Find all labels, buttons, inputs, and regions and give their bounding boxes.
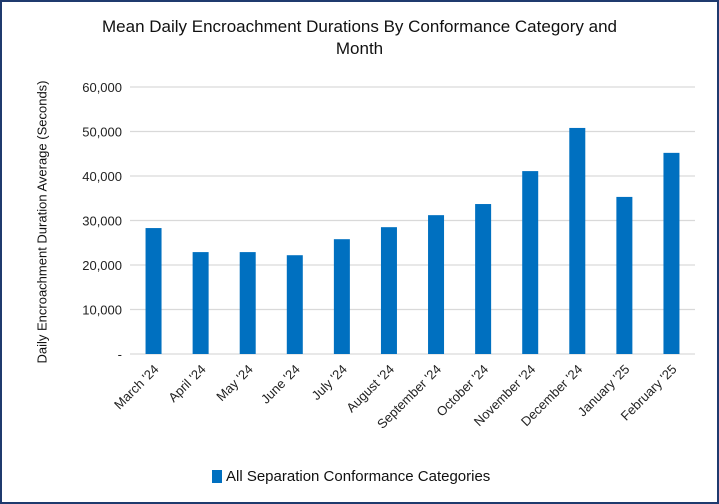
bar — [333, 239, 350, 354]
bar — [239, 252, 256, 354]
x-tick-label: June '24 — [258, 362, 303, 407]
chart-title-line-1: Mean Daily Encroachment Durations By Con… — [102, 17, 617, 36]
y-tick-label: - — [118, 347, 122, 362]
chart-title: Mean Daily Encroachment Durations By Con… — [2, 16, 717, 60]
legend-label: All Separation Conformance Categories — [226, 468, 491, 485]
legend: All Separation Conformance Categories — [212, 468, 490, 485]
bar — [663, 152, 680, 354]
y-tick-label: 30,000 — [82, 214, 122, 229]
x-tick-label: April '24 — [165, 362, 209, 406]
bar — [522, 171, 539, 354]
bar — [616, 196, 633, 354]
bar — [192, 252, 209, 354]
x-tick-label: July '24 — [309, 362, 350, 403]
y-tick-label: 20,000 — [82, 258, 122, 273]
chart-title-line-2: Month — [335, 39, 384, 58]
y-tick-label: 40,000 — [82, 169, 122, 184]
bar — [145, 228, 162, 354]
bar — [286, 255, 303, 354]
y-tick-label: 50,000 — [82, 125, 122, 140]
bar — [428, 215, 445, 354]
x-tick-label: May '24 — [213, 362, 256, 405]
y-tick-label: 60,000 — [82, 80, 122, 95]
bar — [380, 227, 397, 354]
y-tick-label: 10,000 — [82, 303, 122, 318]
bar — [569, 127, 586, 354]
x-tick-label: March '24 — [111, 362, 162, 413]
legend-swatch — [212, 470, 222, 483]
bar — [475, 204, 492, 354]
